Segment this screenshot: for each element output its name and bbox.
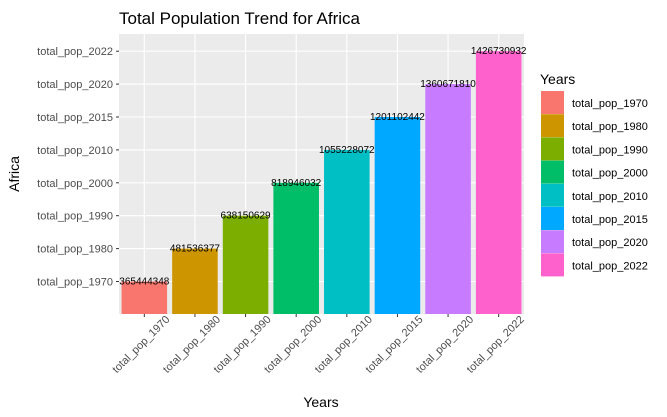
bar — [121, 281, 168, 314]
x-axis-title: Years — [303, 394, 338, 410]
legend-label: total_pop_2015 — [572, 214, 648, 226]
data-label: 1426730932 — [471, 46, 527, 57]
y-tick-label: total_pop_1990 — [37, 211, 113, 223]
bar — [475, 51, 522, 314]
bar — [425, 84, 471, 314]
bar — [324, 149, 370, 314]
y-axis-title: Africa — [6, 156, 22, 192]
legend-label: total_pop_2022 — [572, 260, 648, 272]
legend-swatch — [541, 160, 564, 184]
data-label: 638150629 — [221, 211, 271, 222]
data-label: 365444348 — [119, 277, 169, 288]
legend-label: total_pop_1980 — [572, 121, 648, 133]
legend-title: Years — [540, 71, 575, 87]
y-tick-label: total_pop_2020 — [37, 79, 113, 91]
data-label: 481536377 — [170, 244, 220, 255]
y-axis-ticks: total_pop_1970 total_pop_1980 total_pop_19… — [37, 46, 119, 289]
legend-swatch — [541, 207, 564, 230]
bar — [273, 182, 319, 314]
data-label: 1201102442 — [370, 112, 425, 123]
legend-swatch — [541, 230, 564, 254]
data-label: 818946032 — [271, 178, 321, 189]
y-tick-label: total_pop_2015 — [37, 112, 113, 124]
bar — [172, 248, 218, 314]
y-tick-label: total_pop_2000 — [37, 178, 113, 190]
legend-swatch — [541, 91, 564, 114]
bar — [222, 215, 269, 314]
legend-swatch — [541, 114, 564, 138]
y-tick-label: total_pop_2010 — [37, 145, 113, 157]
bar — [374, 117, 421, 314]
legend-label: total_pop_1990 — [572, 144, 648, 156]
data-labels: 365444348 481536377 638150629 818946032 1055… — [119, 46, 527, 287]
legend: total_pop_1970 total_pop_1980 total_pop_19… — [541, 91, 648, 277]
bars — [121, 51, 522, 314]
legend-swatch — [541, 137, 564, 161]
chart-title: Total Population Trend for Africa — [119, 9, 361, 28]
legend-swatch — [541, 183, 564, 207]
data-label: 1055228072 — [319, 145, 375, 156]
data-label: 1360671810 — [420, 79, 476, 90]
y-tick-label: total_pop_1980 — [37, 244, 113, 256]
legend-label: total_pop_2000 — [572, 168, 648, 180]
legend-swatch — [541, 253, 564, 277]
legend-label: total_pop_2010 — [572, 191, 648, 203]
legend-label: total_pop_1970 — [572, 98, 648, 110]
y-tick-label: total_pop_1970 — [37, 277, 113, 289]
y-tick-label: total_pop_2022 — [37, 46, 113, 58]
legend-label: total_pop_2020 — [572, 237, 648, 249]
